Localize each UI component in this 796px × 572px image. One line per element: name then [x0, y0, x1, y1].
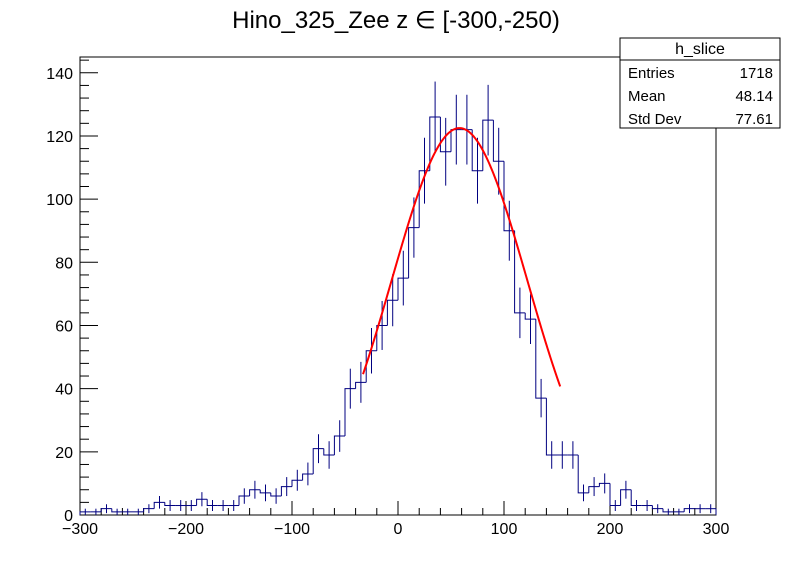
y-tick-label: 140 [46, 66, 73, 83]
stats-stddev-label: Std Dev [628, 111, 682, 128]
histogram-bin [238, 495, 250, 506]
histogram-bin [206, 499, 218, 507]
x-tick-label: 100 [491, 521, 518, 538]
histogram-bin [270, 492, 282, 497]
histogram-bin [312, 448, 324, 474]
histogram-bin [471, 129, 483, 172]
y-tick-label: 60 [55, 318, 73, 335]
histogram-bin [651, 505, 663, 510]
histogram-bin [620, 489, 632, 506]
histogram-bin [111, 508, 123, 513]
x-tick-label: −200 [168, 521, 204, 538]
histogram-bin [630, 489, 642, 507]
histogram-bin [514, 230, 526, 314]
y-tick-label: 80 [55, 255, 73, 272]
histogram-bin [577, 454, 589, 494]
y-tick-label: 40 [55, 382, 73, 399]
histogram-bin [100, 508, 112, 512]
histogram-bin [344, 388, 356, 437]
x-tick-label: −300 [62, 521, 98, 538]
x-tick-label: 200 [597, 521, 624, 538]
gaussian-fit [362, 127, 562, 387]
histogram-bin [164, 502, 176, 507]
y-axis: 0 20 40 60 80 100 120 140 [46, 59, 98, 525]
histogram-bin [196, 498, 208, 506]
histogram-bin [503, 161, 515, 232]
stats-entries-value: 1718 [740, 65, 773, 82]
histogram-bin [323, 448, 335, 456]
y-tick-label: 120 [46, 129, 73, 146]
histogram-bin [143, 508, 155, 512]
stats-stddev-value: 77.61 [735, 111, 773, 128]
histogram-bin [291, 479, 303, 487]
histogram-bin [545, 398, 557, 456]
histogram-bin [588, 486, 600, 493]
histogram-bin [153, 501, 165, 509]
stats-box-title: h_slice [675, 41, 725, 58]
histogram-bin [609, 483, 621, 507]
y-tick-label: 20 [55, 445, 73, 462]
histogram-bin [662, 508, 674, 513]
histogram-bin [439, 117, 451, 153]
histogram-bin [683, 508, 695, 512]
histogram-bin [280, 486, 292, 497]
stats-mean-label: Mean [628, 88, 666, 105]
y-tick-label: 0 [64, 508, 73, 525]
histogram-bin [249, 489, 261, 497]
histogram-bin [259, 489, 271, 494]
fit-curve [362, 127, 562, 387]
histogram-bin [598, 482, 610, 487]
stats-mean-value: 48.14 [735, 88, 773, 105]
histogram-bin [365, 350, 377, 383]
histogram-bin [386, 299, 398, 326]
histogram-bin [492, 120, 504, 162]
x-tick-label: 0 [394, 521, 403, 538]
histogram-bin [482, 119, 494, 171]
histogram-bin [376, 324, 388, 351]
histogram-bin [333, 435, 345, 455]
chart-title: Hino_325_Zee z ∈ [-300,-250) [232, 7, 560, 34]
x-tick-label: 300 [703, 521, 730, 538]
stats-entries-label: Entries [628, 65, 675, 82]
histogram-bin [79, 511, 91, 515]
histogram-bin [397, 277, 409, 301]
histogram-bin [524, 312, 536, 320]
histogram-bin [408, 227, 420, 279]
y-tick-label: 100 [46, 192, 73, 209]
histogram-bin [302, 473, 314, 481]
histogram-bin [429, 116, 441, 171]
histogram-bin [355, 381, 367, 389]
stats-box: h_slice Entries 1718 Mean 48.14 Std Dev … [619, 37, 781, 129]
histogram-bin [535, 319, 547, 399]
stats-box-frame [619, 37, 781, 129]
histogram-bin [450, 129, 462, 152]
x-tick-label: −100 [274, 521, 310, 538]
x-axis: −300 −200 −100 0 100 200 300 [62, 501, 729, 538]
